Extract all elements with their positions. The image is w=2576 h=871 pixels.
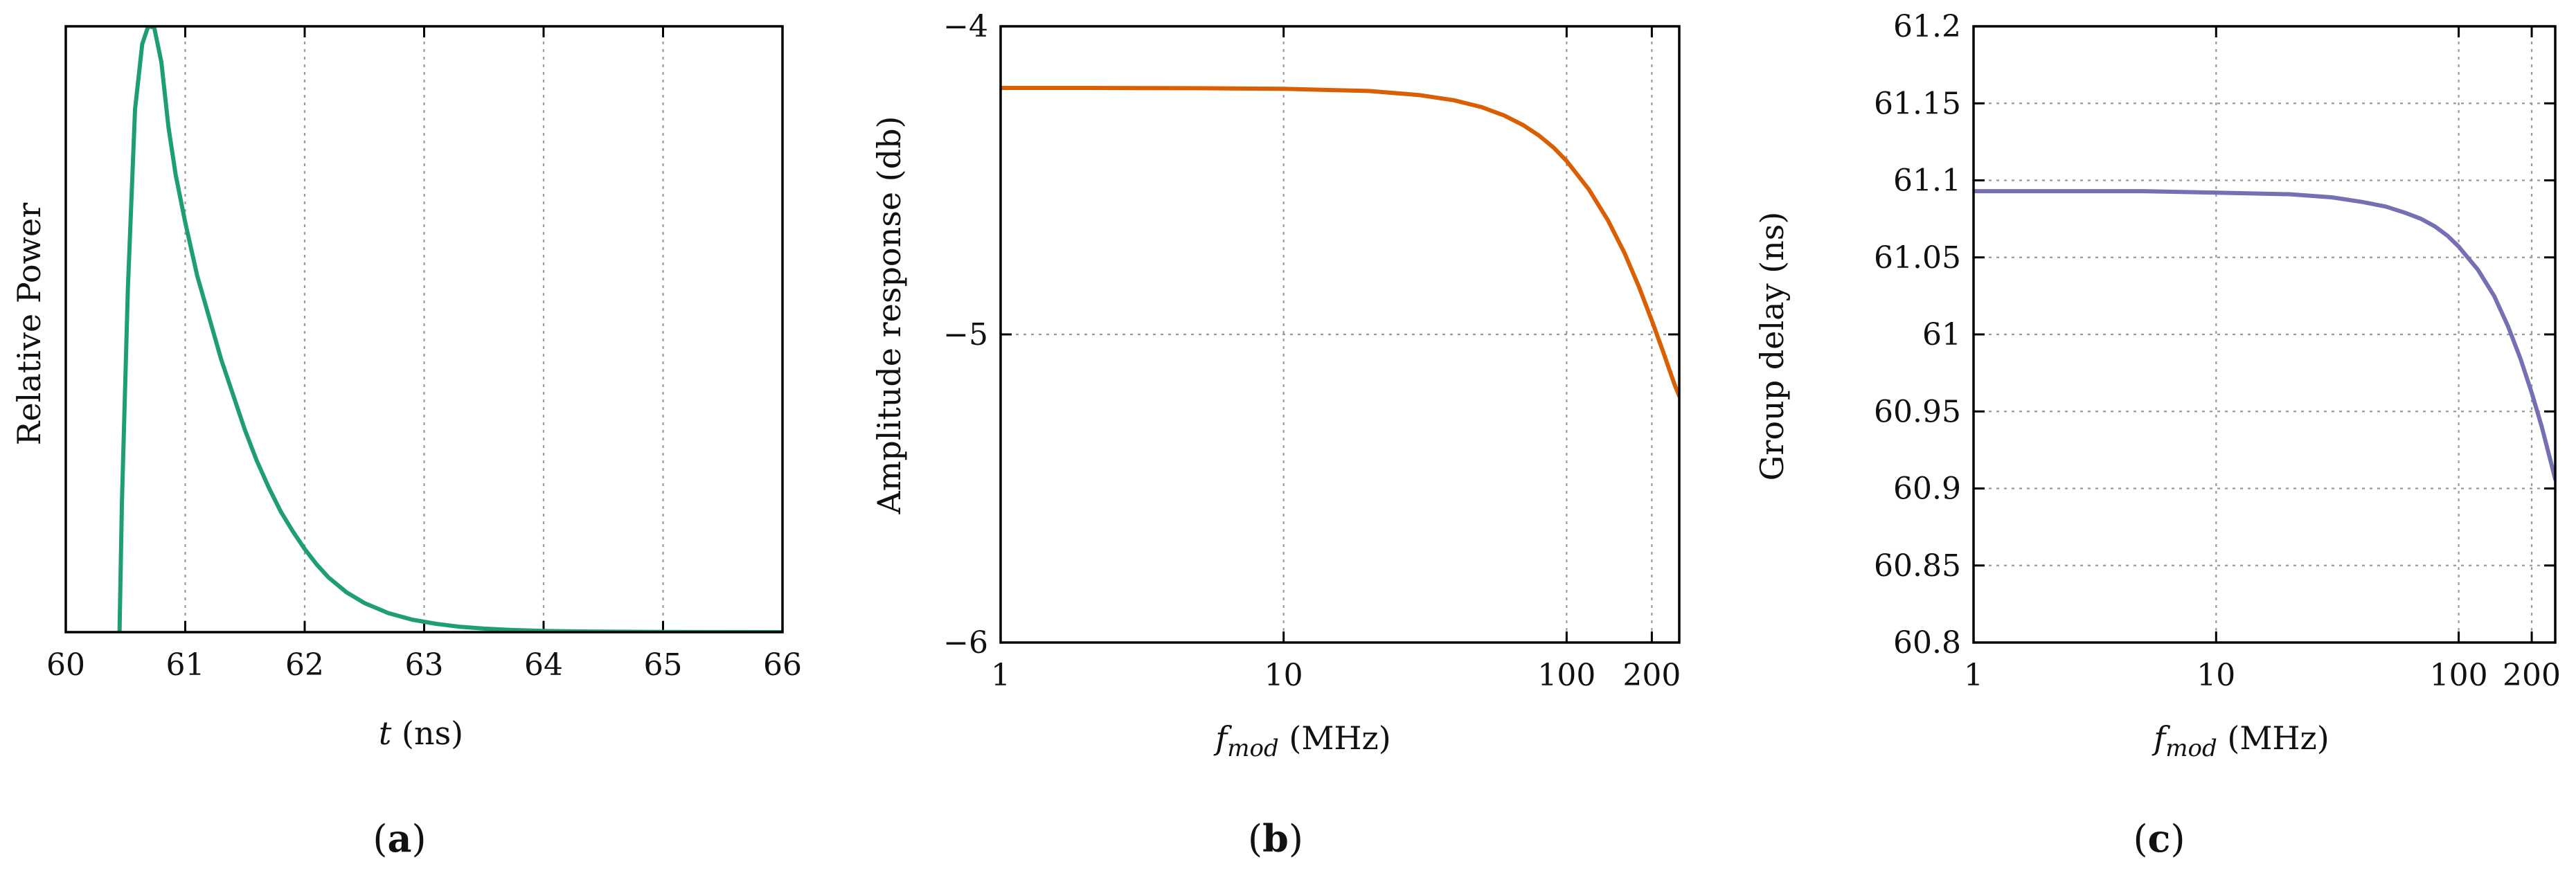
panel-c-x-label: fmod (MHz) — [2152, 719, 2329, 762]
panel-c-y-tick-label: 61.05 — [1874, 240, 1961, 276]
panel-b-series-line — [1001, 86, 1679, 398]
panel-c-series-line — [1974, 189, 2555, 482]
panel-a-x-label: t (ns) — [379, 715, 463, 752]
panel-b-x-label: fmod (MHz) — [1213, 719, 1390, 762]
panel-b-x-tick-label: 200 — [1622, 658, 1681, 693]
panel-b-y-tick-label: −6 — [943, 625, 988, 661]
panel-c-y-tick-label: 60.9 — [1893, 472, 1961, 507]
panel-c-y-tick-label: 61.2 — [1893, 9, 1961, 44]
panel-a-plot-frame — [64, 25, 784, 634]
panel-a-caption: (a) — [373, 816, 426, 861]
panel-b: Amplitude response (db) fmod (MHz) (b) 1… — [870, 9, 1681, 861]
panel-a: Relative Power t (ns) (a) 60 61 62 63 64 65 66 — [10, 25, 802, 861]
panel-c-y-tick-label: 60.85 — [1874, 548, 1961, 584]
panel-a-series-line — [117, 26, 782, 632]
panel-b-y-label: Amplitude response (db) — [870, 116, 908, 515]
panel-a-x-tick-label: 65 — [644, 647, 683, 683]
panel-b-plot-frame — [999, 25, 1681, 644]
panel-c-y-label: Group delay (ns) — [1753, 212, 1791, 481]
panel-b-x-tick-label: 100 — [1537, 658, 1595, 693]
panel-b-y-tick-label: −4 — [943, 9, 988, 44]
panel-a-x-tick-label: 63 — [405, 647, 444, 683]
panel-a-x-tick-label: 62 — [285, 647, 324, 683]
panel-c-x-tick-label: 10 — [2197, 658, 2235, 693]
panel-c-y-tick-label: 61.15 — [1874, 86, 1961, 121]
panel-c-y-tick-label: 60.95 — [1874, 394, 1961, 429]
panel-c-x-tick-label: 200 — [2503, 658, 2561, 693]
panel-a-x-tick-label: 64 — [524, 647, 563, 683]
panel-a-y-label: Relative Power — [10, 203, 48, 445]
panel-c-caption: (c) — [2133, 816, 2185, 861]
panel-b-y-tick-label: −5 — [943, 317, 988, 352]
panel-c: Group delay (ns) fmod (MHz) (c) 1 10 100 20… — [1753, 9, 2561, 861]
panel-b-x-tick-label: 10 — [1264, 658, 1303, 693]
panel-c-y-tick-label: 61.1 — [1893, 163, 1961, 199]
panel-b-caption: (b) — [1248, 816, 1303, 861]
panel-c-y-tick-label: 60.8 — [1893, 625, 1961, 661]
panel-c-x-tick-label: 1 — [1964, 658, 1983, 693]
panel-c-plot-frame — [1972, 25, 2557, 644]
panel-c-y-tick-label: 61 — [1922, 317, 1961, 352]
panel-a-x-tick-label: 60 — [46, 647, 85, 683]
panel-a-x-tick-label: 66 — [763, 647, 802, 683]
panel-b-x-tick-label: 1 — [991, 658, 1010, 693]
panel-c-x-tick-label: 100 — [2430, 658, 2488, 693]
panel-a-x-tick-label: 61 — [166, 647, 205, 683]
